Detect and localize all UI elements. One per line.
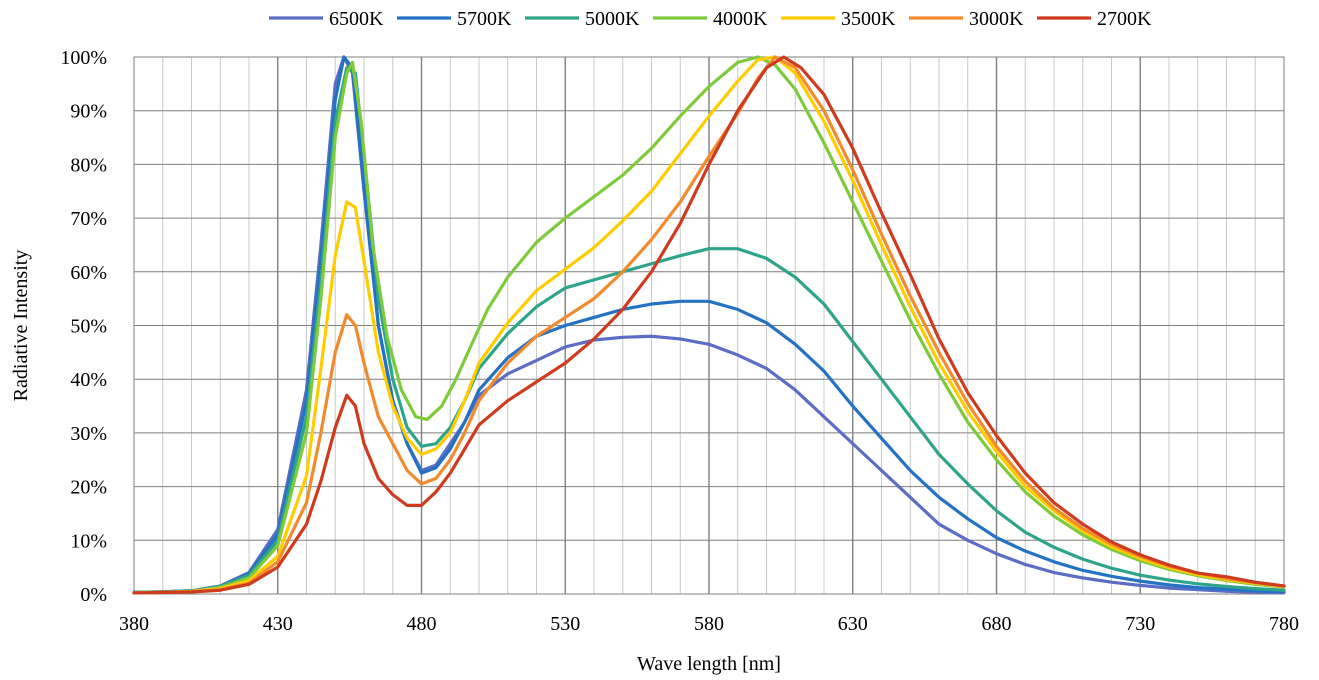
y-tick-label: 20% bbox=[70, 477, 107, 499]
x-tick-label: 580 bbox=[694, 613, 724, 635]
legend-item-6500K: 6500K bbox=[269, 8, 384, 30]
series-line-2700K bbox=[132, 55, 1286, 595]
y-axis-title: Radiative Intensity bbox=[10, 250, 32, 402]
x-tick-label: 530 bbox=[550, 613, 580, 635]
x-axis-tick-labels: 380 430 480 530 580 630 680 730 780 bbox=[119, 613, 1299, 635]
legend: 6500K 5700K 5000K 4000K 3500K 3000K 2700K bbox=[269, 8, 1152, 30]
legend-label: 5000K bbox=[585, 8, 640, 30]
y-tick-label: 100% bbox=[60, 47, 107, 69]
plot-area-frame bbox=[133, 56, 1285, 595]
series-line-3500K bbox=[132, 55, 1286, 595]
x-axis-title: Wave length [nm] bbox=[637, 653, 781, 675]
y-tick-label: 50% bbox=[70, 316, 107, 338]
y-tick-label: 0% bbox=[80, 584, 107, 606]
legend-item-3000K: 3000K bbox=[909, 8, 1024, 30]
y-tick-label: 90% bbox=[70, 101, 107, 123]
x-tick-label: 680 bbox=[982, 613, 1012, 635]
legend-item-3500K: 3500K bbox=[781, 8, 896, 30]
legend-item-5000K: 5000K bbox=[525, 8, 640, 30]
y-tick-label: 10% bbox=[70, 530, 107, 552]
series-line-5700K bbox=[132, 55, 1286, 594]
legend-label: 5700K bbox=[457, 8, 512, 30]
chart-grid bbox=[134, 57, 1284, 594]
legend-label: 3000K bbox=[969, 8, 1024, 30]
x-tick-label: 430 bbox=[263, 613, 293, 635]
x-tick-label: 780 bbox=[1269, 613, 1299, 635]
legend-label: 6500K bbox=[329, 8, 384, 30]
x-tick-label: 730 bbox=[1125, 613, 1155, 635]
x-tick-label: 480 bbox=[407, 613, 437, 635]
series-line-3000K bbox=[132, 55, 1286, 595]
legend-item-4000K: 4000K bbox=[653, 8, 768, 30]
y-tick-label: 40% bbox=[70, 369, 107, 391]
y-tick-label: 30% bbox=[70, 423, 107, 445]
series-lines bbox=[132, 55, 1286, 595]
legend-label: 3500K bbox=[841, 8, 896, 30]
y-axis-tick-labels: 0% 10% 20% 30% 40% 50% 60% 70% 80% 90% 100% bbox=[60, 47, 107, 606]
legend-item-2700K: 2700K bbox=[1037, 8, 1152, 30]
series-line-4000K bbox=[132, 55, 1286, 595]
x-tick-label: 630 bbox=[838, 613, 868, 635]
x-tick-label: 380 bbox=[119, 613, 149, 635]
y-tick-label: 70% bbox=[70, 208, 107, 230]
legend-label: 2700K bbox=[1097, 8, 1152, 30]
legend-item-5700K: 5700K bbox=[397, 8, 512, 30]
y-tick-label: 80% bbox=[70, 154, 107, 176]
y-tick-label: 60% bbox=[70, 262, 107, 284]
legend-label: 4000K bbox=[713, 8, 768, 30]
